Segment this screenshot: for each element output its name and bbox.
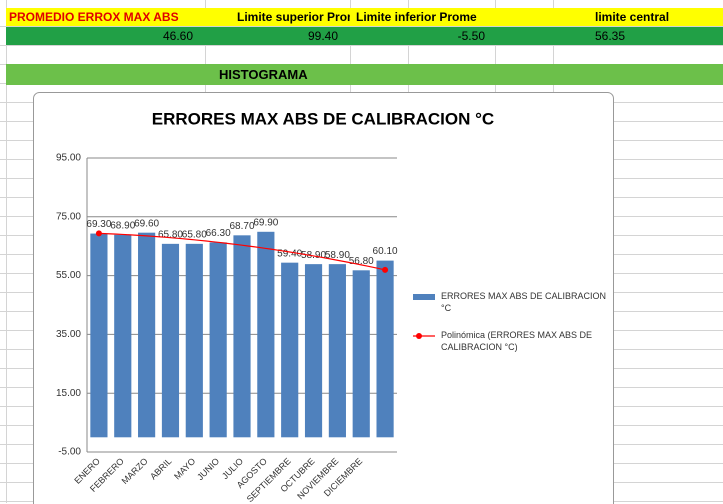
section-title[interactable]: HISTOGRAMA [6,64,723,85]
data-label: 58.90 [301,250,326,261]
bar [186,244,203,437]
bar [233,235,250,437]
bar [90,234,107,438]
y-tick-label: 35.00 [56,329,81,340]
data-label: 68.90 [110,220,135,231]
bar [210,242,227,437]
header-cell[interactable]: Limite inferior Prome [350,8,495,26]
y-tick-label: -5.00 [58,447,81,458]
chart-title: ERRORES MAX ABS DE CALIBRACION °C [152,109,494,128]
bar [257,232,274,438]
value-cell[interactable]: 56.35 [495,27,723,45]
bar [305,264,322,437]
legend-swatch [413,294,435,300]
y-tick-label: 15.00 [56,388,81,399]
header-cell[interactable]: limite central [495,8,723,26]
bar [138,233,155,438]
header-cell[interactable]: Limite superior Promedi [205,8,350,26]
y-tick-label: 75.00 [56,211,81,222]
data-label: 66.30 [206,228,231,239]
value-cell[interactable]: 99.40 [205,27,350,45]
trend-point [96,230,102,236]
value-cell[interactable]: 46.60 [6,27,205,45]
data-label: 68.70 [229,221,254,232]
data-label: 69.60 [134,218,159,229]
bar [114,235,131,438]
bar [353,270,370,437]
value-cell[interactable]: -5.50 [350,27,495,45]
legend-point [416,333,422,339]
bar [281,263,298,438]
bar [329,264,346,437]
chart[interactable]: ERRORES MAX ABS DE CALIBRACION °C -5.00 1… [33,92,614,504]
data-label: 69.90 [253,217,278,228]
trend-point [382,267,388,273]
data-label: 69.30 [86,219,111,230]
y-tick-label: 55.00 [56,270,81,281]
bar [162,244,179,437]
y-tick-label: 95.00 [56,153,81,164]
data-label: 60.10 [373,246,398,257]
header-cell[interactable]: PROMEDIO ERROX MAX ABS [6,8,205,26]
bar [376,261,393,438]
